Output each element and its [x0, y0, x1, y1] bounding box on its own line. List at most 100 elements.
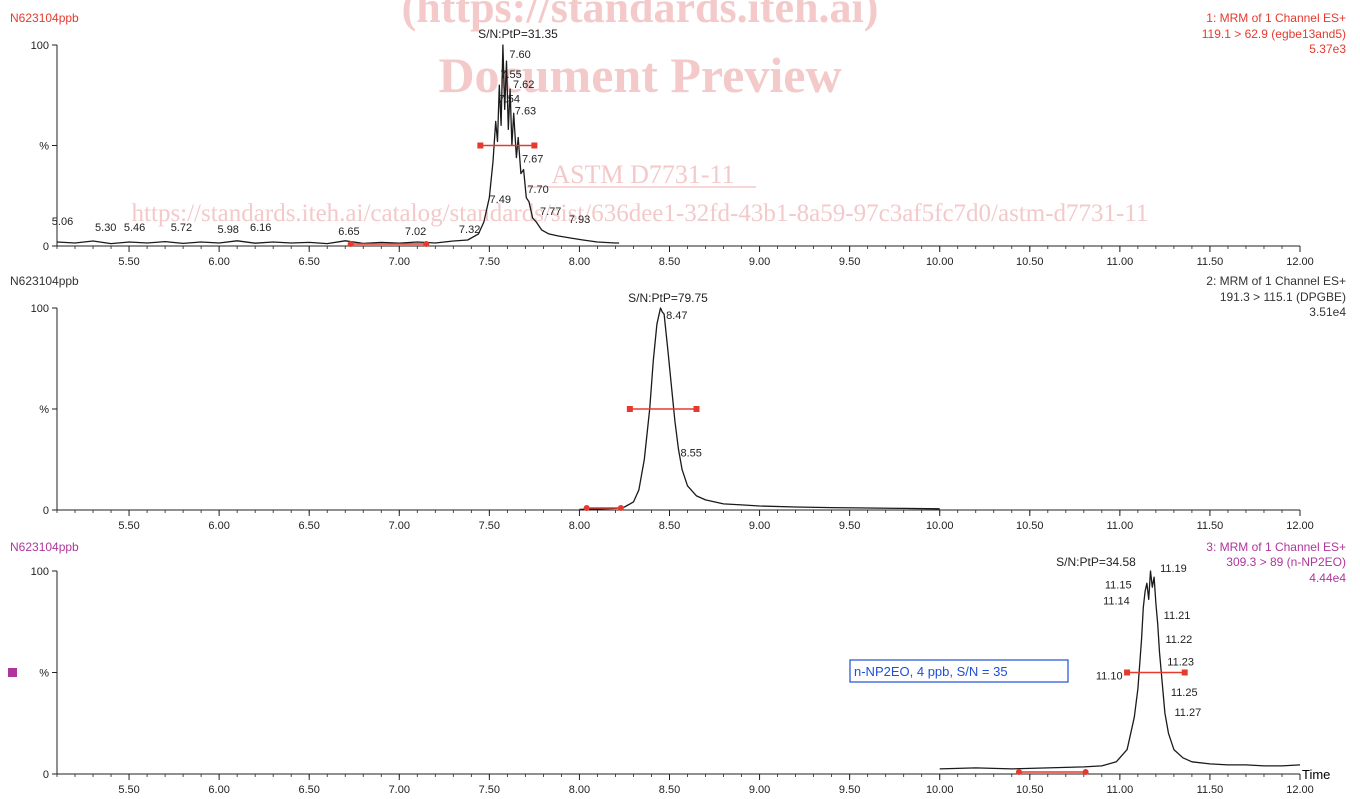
y-tick-label: 0 — [43, 769, 49, 781]
peak-label: 7.63 — [515, 105, 536, 117]
x-tick-label: 12.00 — [1286, 784, 1314, 796]
x-tick-label: 12.00 — [1286, 256, 1314, 268]
sample-name: N623104ppb — [10, 274, 79, 288]
x-tick-label: 5.50 — [118, 520, 139, 532]
x-tick-label: 8.00 — [569, 784, 590, 796]
peak-label: 5.72 — [171, 222, 192, 234]
sample-name: N623104ppb — [10, 11, 79, 25]
y-tick-label: % — [39, 404, 49, 416]
sn-label: S/N:PtP=31.35 — [478, 27, 558, 41]
y-tick-label: 100 — [31, 566, 49, 578]
channel-label: 3: MRM of 1 Channel ES+ — [1206, 540, 1346, 554]
x-tick-label: 6.00 — [208, 520, 229, 532]
sn-label: S/N:PtP=34.58 — [1056, 555, 1136, 569]
chromatogram-panel-2: N623104ppb 2: MRM of 1 Channel ES+ 191.3… — [10, 274, 1346, 532]
peak-label: 7.02 — [405, 226, 426, 238]
x-tick-label: 9.50 — [839, 784, 860, 796]
chromatogram-trace — [579, 307, 940, 511]
x-tick-label: 6.50 — [298, 784, 319, 796]
intensity-label: 4.44e4 — [1309, 571, 1346, 585]
y-tick-label: % — [39, 141, 49, 153]
peak-label: 11.22 — [1165, 634, 1192, 646]
peak-label: 5.06 — [52, 216, 73, 228]
x-tick-label: 11.50 — [1197, 520, 1224, 532]
x-tick-label: 8.00 — [569, 256, 590, 268]
x-tick-label: 5.50 — [118, 784, 139, 796]
x-tick-label: 11.50 — [1197, 256, 1224, 268]
peak-label: 11.15 — [1105, 579, 1132, 591]
half-height-marker — [693, 406, 700, 412]
peak-label: 11.10 — [1096, 671, 1123, 683]
peak-label: 5.46 — [124, 222, 145, 234]
panel-marker-icon — [8, 668, 17, 677]
x-tick-label: 10.00 — [926, 520, 954, 532]
x-tick-label: 10.50 — [1016, 520, 1044, 532]
peak-label: 7.93 — [569, 214, 590, 226]
integration-marker — [423, 241, 430, 247]
x-tick-label: 9.50 — [839, 256, 860, 268]
half-height-marker — [626, 406, 633, 412]
peak-label: 7.67 — [522, 154, 543, 166]
chromatogram-trace — [939, 570, 1301, 770]
peak-label: 7.55 — [500, 69, 521, 81]
watermark: (https://standards.iteh.ai) Document Pre… — [132, 0, 1149, 227]
peak-label: 5.98 — [218, 224, 239, 236]
x-tick-label: 8.50 — [659, 520, 680, 532]
peak-label: 11.25 — [1171, 687, 1198, 699]
peak-label: 7.70 — [527, 184, 548, 196]
x-tick-label: 6.00 — [208, 256, 229, 268]
x-tick-label: 9.00 — [749, 784, 770, 796]
x-tick-label: 6.00 — [208, 784, 229, 796]
half-height-marker — [531, 142, 538, 149]
x-tick-label: 11.00 — [1106, 256, 1133, 268]
watermark-catalog-link: https://standards.iteh.ai/catalog/standa… — [132, 200, 1149, 227]
sn-label: S/N:PtP=79.75 — [628, 291, 708, 305]
transition-label: 191.3 > 115.1 (DPGBE) — [1220, 290, 1346, 304]
intensity-label: 5.37e3 — [1309, 42, 1346, 56]
half-height-marker — [1181, 669, 1188, 676]
integration-marker — [617, 505, 624, 511]
x-tick-label: 9.00 — [749, 520, 770, 532]
x-tick-label: 8.50 — [659, 256, 680, 268]
x-tick-label: 5.50 — [118, 256, 139, 268]
chromatogram-panel-3: N623104ppb 3: MRM of 1 Channel ES+ 309.3… — [8, 540, 1346, 796]
x-tick-label: 8.00 — [569, 520, 590, 532]
x-tick-label: 7.00 — [389, 520, 410, 532]
annotation-box — [849, 659, 1069, 683]
peak-label: 11.14 — [1103, 596, 1130, 608]
peak-label: 11.19 — [1160, 563, 1187, 575]
peak-label: 11.23 — [1167, 656, 1194, 668]
annotation-text: n-NP2EO, 4 ppb, S/N = 35 — [854, 664, 1008, 679]
watermark-standard: ASTM D7731-11 — [551, 160, 734, 189]
x-tick-label: 7.00 — [389, 256, 410, 268]
x-tick-label: 10.50 — [1016, 256, 1044, 268]
x-tick-label: 6.50 — [298, 256, 319, 268]
x-tick-label: 10.00 — [926, 784, 954, 796]
half-height-marker — [1124, 669, 1131, 676]
x-tick-label: 7.00 — [389, 784, 410, 796]
chromatogram-panel-1: N623104ppb 1: MRM of 1 Channel ES+ 119.1… — [10, 11, 1346, 268]
x-tick-label: 7.50 — [479, 520, 500, 532]
x-tick-label: 9.00 — [749, 256, 770, 268]
peak-label: 7.77 — [540, 206, 561, 218]
peak-label: 8.47 — [666, 310, 687, 322]
x-tick-label: 7.50 — [479, 256, 500, 268]
x-axis-title: Time — [1302, 767, 1330, 782]
watermark-url: (https://standards.iteh.ai) — [402, 0, 879, 32]
peak-label: 6.16 — [250, 222, 271, 234]
x-tick-label: 7.50 — [479, 784, 500, 796]
peak-label: 11.21 — [1164, 610, 1191, 622]
peak-label: 5.30 — [95, 222, 116, 234]
integration-marker — [583, 505, 590, 511]
x-tick-label: 11.50 — [1197, 784, 1224, 796]
x-tick-label: 10.50 — [1016, 784, 1044, 796]
x-tick-label: 11.00 — [1106, 784, 1133, 796]
channel-label: 1: MRM of 1 Channel ES+ — [1206, 11, 1346, 25]
sample-name: N623104ppb — [10, 540, 79, 554]
peak-label: 7.32 — [459, 224, 480, 236]
x-tick-label: 8.50 — [659, 784, 680, 796]
peak-label: 8.55 — [681, 448, 702, 460]
x-tick-label: 6.50 — [298, 520, 319, 532]
peak-label: 11.27 — [1174, 707, 1201, 719]
